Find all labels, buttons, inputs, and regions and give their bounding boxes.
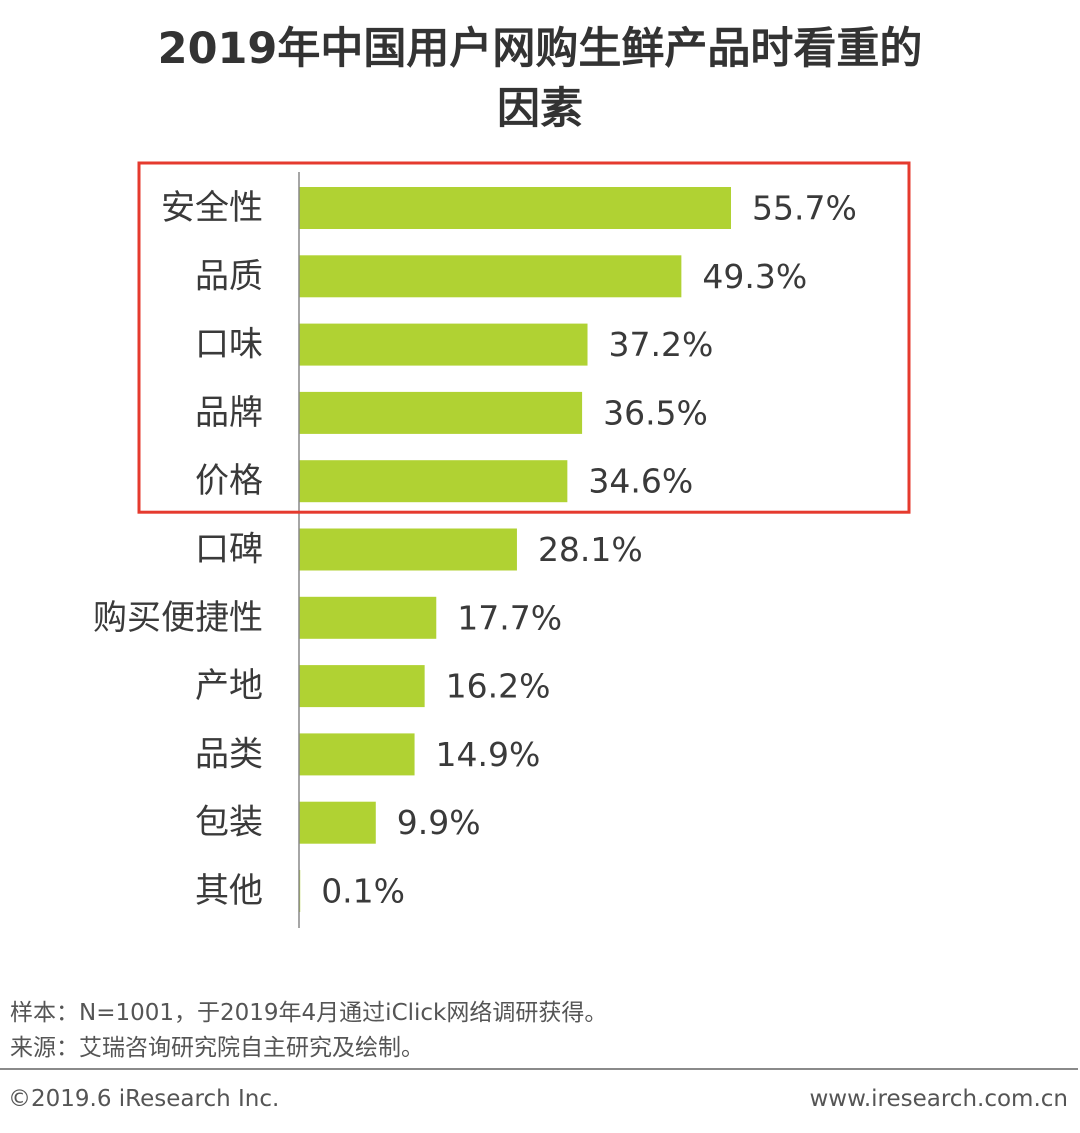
copyright-text: ©2019.6 iResearch Inc. <box>8 1086 280 1112</box>
value-label-3: 37.2% <box>609 325 714 364</box>
bar-10 <box>299 801 376 844</box>
footer-divider <box>0 1068 1078 1070</box>
value-label-2: 49.3% <box>702 257 807 296</box>
bar-7 <box>299 596 437 639</box>
category-label-11: 其他 <box>195 871 263 911</box>
bar-8 <box>299 665 425 708</box>
category-label-3: 口味 <box>195 325 263 365</box>
category-label-2: 品质 <box>195 256 263 296</box>
category-label-10: 包装 <box>195 803 263 843</box>
website-text: www.iresearch.com.cn <box>809 1086 1069 1112</box>
value-label-6: 28.1% <box>538 530 643 569</box>
bar-1 <box>299 187 731 229</box>
chart-title-line-1: 2019年中国用户网购生鲜产品时看重的 <box>157 24 923 74</box>
bar-4 <box>299 391 583 434</box>
sample-note: 样本：N=1001，于2019年4月通过iClick网络调研获得。 <box>10 1000 608 1026</box>
category-label-8: 产地 <box>195 666 263 706</box>
bar-chart: 安全性 55.7% 品质 49.3% 口味 37.2% 品牌 36.5% 价格 34.6% 口碑 28… <box>93 161 911 928</box>
bar-5 <box>299 460 568 503</box>
category-label-1: 安全性 <box>161 188 263 228</box>
source-note: 来源：艾瑞咨询研究院自主研究及绘制。 <box>10 1035 424 1061</box>
category-label-9: 品类 <box>195 734 263 774</box>
bar-6 <box>299 528 517 571</box>
value-label-10: 9.9% <box>397 803 481 842</box>
value-label-1: 55.7% <box>752 189 857 228</box>
category-label-6: 口碑 <box>195 530 263 570</box>
value-label-4: 36.5% <box>603 393 708 432</box>
category-label-7: 购买便捷性 <box>93 598 263 638</box>
chart-title-line-2: 因素 <box>497 84 583 134</box>
value-label-7: 17.7% <box>457 598 562 637</box>
value-label-5: 34.6% <box>588 462 693 501</box>
category-label-5: 价格 <box>195 461 263 501</box>
bar-3 <box>299 323 588 366</box>
bar-2 <box>299 255 682 298</box>
highlight-box <box>137 161 911 514</box>
value-label-8: 16.2% <box>446 667 551 706</box>
value-label-11: 0.1% <box>321 872 405 911</box>
value-label-9: 14.9% <box>436 735 541 774</box>
category-label-4: 品牌 <box>195 393 263 433</box>
bar-9 <box>299 733 415 776</box>
